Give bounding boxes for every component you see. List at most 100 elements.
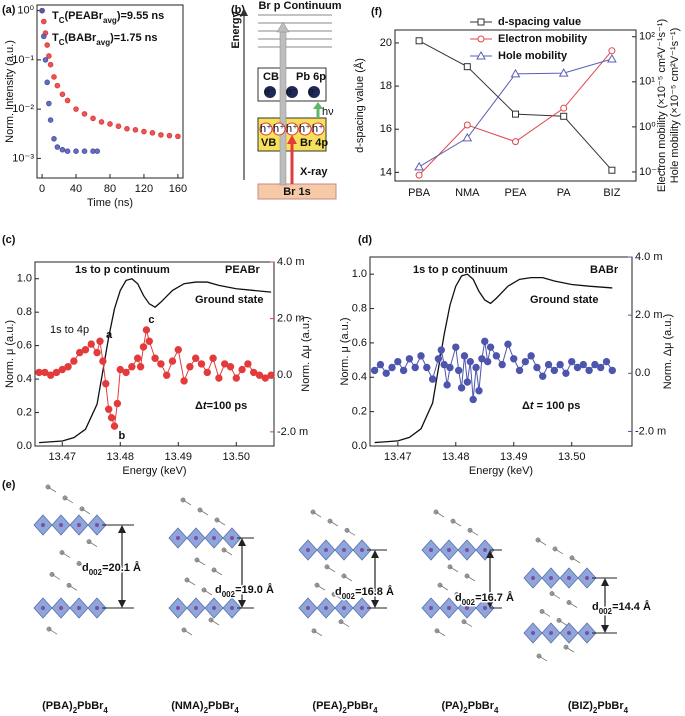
y2-tick-label: 2.0 m (635, 309, 663, 321)
lead-atom (549, 631, 553, 635)
annotation: Ground state (530, 294, 598, 306)
data-point (203, 368, 211, 377)
data-point (423, 363, 431, 372)
legend-label: Electron mobility (498, 33, 588, 45)
y2-axis-label: Norm. Δμ (a.u.) (300, 316, 312, 391)
organic-bond (551, 593, 561, 599)
organic-bond (435, 511, 445, 518)
lead-atom (59, 606, 63, 610)
data-point (415, 171, 423, 179)
text-part: 002 (222, 590, 236, 599)
data-point (54, 82, 61, 89)
text-part: 4 (103, 706, 108, 715)
panel-label: (f) (371, 6, 382, 18)
organic-bond (312, 511, 322, 518)
organic-bond (78, 563, 88, 569)
y2-tick-label: 2.0 m (277, 313, 305, 325)
x-axis-label: Energy (keV) (122, 465, 186, 477)
y-tick-label: 10⁻² (12, 103, 34, 115)
arrow-head (238, 538, 246, 546)
organic-bond (203, 589, 213, 596)
electron (308, 86, 320, 98)
lead-atom (176, 606, 180, 610)
data-point (59, 91, 66, 98)
text-part: 2 (204, 706, 209, 715)
text-part: d (82, 562, 89, 574)
x-tick-label: PBA (408, 187, 431, 199)
x-tick-label: 13.49 (500, 451, 528, 463)
y-tick-label: 0.8 (352, 302, 367, 314)
annotation: PEABr (225, 264, 261, 276)
spacing-label: d002=20.1 Å (82, 561, 141, 577)
data-point (463, 121, 471, 129)
text-part: avg (96, 38, 110, 47)
text-part: 4 (624, 706, 629, 715)
data-point (64, 148, 71, 154)
data-point (73, 148, 79, 154)
data-point (151, 354, 159, 362)
lead-atom (447, 606, 451, 610)
data-point (96, 337, 104, 345)
organic-bond (51, 574, 61, 580)
lead-atom (585, 631, 589, 635)
label: Br 1s (283, 186, 311, 198)
data-point (472, 363, 480, 372)
data-point (104, 405, 113, 413)
arrow-head (287, 135, 297, 144)
compound-name: (PEA)2PbBr4 (312, 700, 378, 715)
organic-bond (346, 529, 356, 536)
x-tick-label: 13.47 (384, 451, 412, 463)
data-point (226, 363, 235, 371)
data-point (99, 357, 107, 365)
hole (311, 122, 325, 136)
electron (264, 86, 276, 98)
data-point (550, 366, 559, 375)
data-point (46, 100, 52, 107)
y2-axis-label: Electron mobility (×10⁻⁵ cm²V⁻¹s⁻¹) (656, 19, 668, 192)
annotation: 1s to p continuum (413, 264, 508, 276)
data-point (113, 399, 122, 408)
spacing-label: d002=16.8 Å (335, 585, 394, 601)
text-part: 002 (599, 607, 613, 616)
data-point (158, 132, 164, 138)
point-label: b (118, 430, 125, 442)
panel-label: (e) (2, 479, 16, 491)
lead-atom (429, 606, 433, 610)
legend-label: TC(BABravg)=1.75 ns (52, 32, 157, 47)
organic-bond (213, 569, 223, 576)
data-point (573, 363, 582, 372)
data-point (39, 7, 45, 14)
text-part: (NMA) (171, 700, 204, 712)
legend-label: Hole mobility (498, 50, 568, 62)
organic-bond (186, 579, 196, 586)
data-point (521, 357, 530, 366)
data-point (562, 369, 570, 378)
text-part: Δ (522, 400, 530, 412)
text-part: T (52, 10, 59, 22)
data-point (267, 371, 275, 379)
data-point (47, 117, 54, 123)
text-part: (PEABr (65, 10, 104, 22)
label: X-ray (300, 166, 328, 178)
text-part: d (215, 584, 222, 596)
lead-atom (585, 576, 589, 580)
organic-bond (313, 630, 323, 637)
data-point (40, 18, 47, 25)
data-point (544, 360, 553, 369)
organic-bond (210, 619, 220, 626)
organic-bond (565, 646, 575, 653)
data-point (107, 413, 116, 422)
text-part: =16.8 Å (355, 585, 394, 598)
hole-label: h⁺ (273, 123, 285, 135)
organic-bond (340, 621, 350, 628)
compound-name: (BIZ)2PbBr4 (568, 700, 629, 715)
organic-bond (537, 539, 547, 546)
data-point (504, 340, 512, 348)
data-point (556, 360, 564, 369)
organic-bond (223, 549, 233, 556)
y-tick-label: 1.0 (352, 268, 367, 280)
data-point (469, 395, 477, 404)
data-point (428, 375, 437, 383)
y-tick-label: 20 (380, 37, 392, 49)
data-point (132, 127, 139, 133)
